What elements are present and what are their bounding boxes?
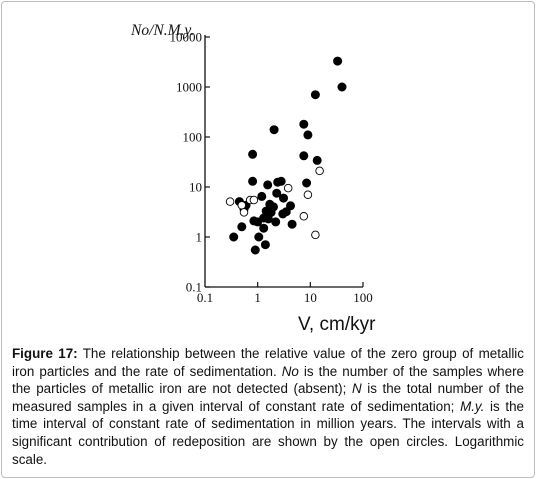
caption-text-1: The relationship between the relative va… xyxy=(12,346,524,379)
x-tick-label: 10 xyxy=(304,290,317,305)
data-point-filled xyxy=(310,90,320,100)
caption-label: Figure 17: xyxy=(12,346,78,361)
caption-term-my: M.y. xyxy=(460,398,485,414)
caption-text-2: is the number of the samples where the p… xyxy=(12,363,524,397)
data-point-open xyxy=(311,230,320,240)
data-point-filled xyxy=(248,149,258,159)
data-point-open xyxy=(283,183,293,193)
data-point-filled xyxy=(269,125,279,135)
x-tick-label: 0.1 xyxy=(197,290,213,305)
data-point-filled xyxy=(237,222,247,232)
data-point-filled xyxy=(248,176,258,186)
data-point-open xyxy=(237,201,247,210)
chart-axes xyxy=(204,35,363,288)
data-point-open xyxy=(249,195,259,205)
y-axis-label: No/N.M.y. xyxy=(130,22,194,39)
chart-points xyxy=(225,56,347,255)
caption-text-3: is the total number of the measured samp… xyxy=(12,381,525,414)
data-point-filled xyxy=(254,232,264,242)
data-point-open xyxy=(239,208,249,217)
data-point-filled xyxy=(259,223,269,233)
data-point-open xyxy=(303,190,313,199)
data-point-filled xyxy=(299,119,309,129)
y-tick-label: 10000 xyxy=(170,30,203,45)
data-point-filled xyxy=(229,232,239,242)
x-axis-label: V, cm/kyr xyxy=(298,314,376,335)
data-point-filled xyxy=(260,240,270,250)
data-point-open xyxy=(225,197,235,206)
chart-ticks: 0.1 1 10 100 1000 10000 0.1 1 10 100 xyxy=(170,30,373,306)
data-point-filled xyxy=(312,155,322,165)
data-point-filled xyxy=(285,201,295,211)
data-point-filled xyxy=(287,219,297,229)
y-tick-label: 100 xyxy=(183,130,203,145)
y-tick-label: 10 xyxy=(189,180,202,195)
y-tick-label: 1 xyxy=(196,230,203,245)
data-point-filled xyxy=(333,56,343,66)
y-tick-label: 1000 xyxy=(176,80,202,95)
data-point-filled xyxy=(271,217,281,227)
figure-caption: Figure 17: The relationship between the … xyxy=(12,345,524,468)
data-point-filled xyxy=(303,130,313,140)
x-tick-label: 100 xyxy=(353,290,373,305)
caption-term-no: No xyxy=(281,363,299,379)
data-point-filled xyxy=(268,202,278,212)
data-point-filled xyxy=(257,191,267,201)
data-point-filled xyxy=(302,178,312,188)
data-point-open xyxy=(315,166,324,176)
data-point-filled xyxy=(250,245,260,255)
scatter-chart: 0.1 1 10 100 1000 10000 0.1 1 10 100 No/N.M.y. V,… xyxy=(130,22,376,335)
data-point-filled xyxy=(276,176,286,186)
data-point-open xyxy=(299,212,309,221)
data-point-filled xyxy=(278,193,288,203)
y-tick-label: 0.1 xyxy=(186,280,202,295)
data-point-filled xyxy=(337,82,347,92)
data-point-filled xyxy=(263,180,273,190)
caption-text-4: is the time interval of constant rate of… xyxy=(12,398,525,467)
x-tick-label: 1 xyxy=(254,290,261,305)
data-point-filled xyxy=(299,151,309,161)
data-point-filled xyxy=(272,188,282,198)
caption-term-n: N xyxy=(351,381,362,397)
